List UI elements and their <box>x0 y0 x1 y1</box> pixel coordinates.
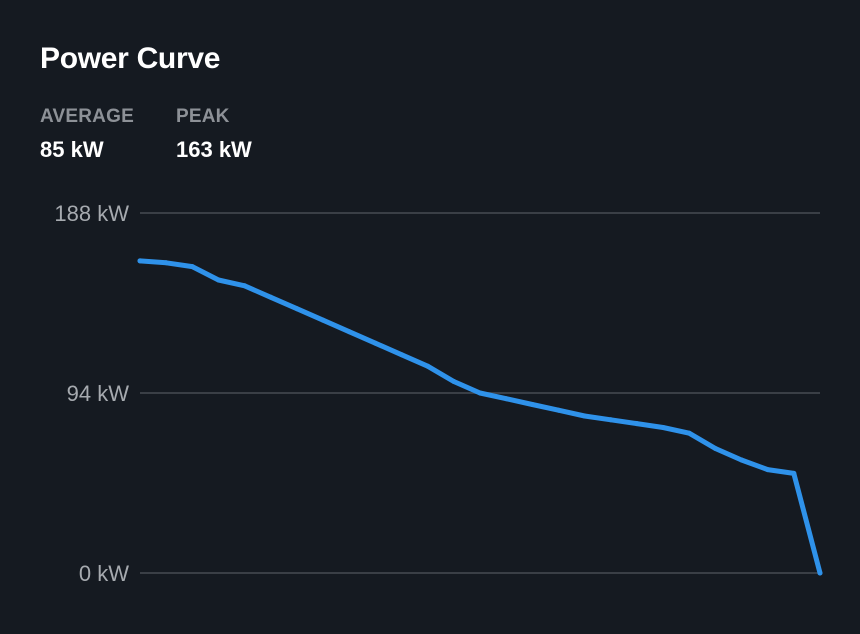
series-points <box>137 258 823 576</box>
series-point <box>712 446 718 452</box>
series-point <box>425 363 431 369</box>
chart-title: Power Curve <box>40 42 221 75</box>
stat-peak-value: 163 kW <box>176 137 252 162</box>
series-point <box>189 264 195 270</box>
series-point <box>739 457 745 463</box>
series-point <box>477 390 483 396</box>
series-point <box>451 379 457 385</box>
series-point <box>163 260 169 266</box>
series-point <box>268 294 274 300</box>
stat-average-label: AVERAGE <box>40 106 134 127</box>
stat-average: AVERAGE 85 kW <box>40 106 134 163</box>
stat-peak-label: PEAK <box>176 106 230 127</box>
series-point <box>399 352 405 358</box>
y-axis-ticks: 188 kW 94 kW 0 kW <box>54 201 129 586</box>
series-point <box>555 407 561 413</box>
series-point <box>582 413 588 419</box>
series-point <box>137 258 143 264</box>
series-point <box>791 470 797 476</box>
power-series-line <box>137 258 823 576</box>
y-tick-label: 94 kW <box>67 381 130 406</box>
series-point <box>346 329 352 335</box>
series-point <box>215 277 221 283</box>
series-point <box>660 424 666 430</box>
series-point <box>634 421 640 427</box>
series-point <box>686 430 692 436</box>
series-point <box>529 401 535 407</box>
series-point <box>817 570 823 576</box>
series-point <box>608 417 614 423</box>
y-tick-label: 0 kW <box>79 561 129 586</box>
stat-average-value: 85 kW <box>40 137 104 162</box>
y-tick-label: 188 kW <box>54 201 129 226</box>
series-point <box>242 283 248 289</box>
stat-peak: PEAK 163 kW <box>176 106 252 163</box>
series-point <box>294 306 300 312</box>
series-point <box>503 396 509 402</box>
series-point <box>765 467 771 473</box>
series-point <box>320 317 326 323</box>
series-point <box>372 340 378 346</box>
